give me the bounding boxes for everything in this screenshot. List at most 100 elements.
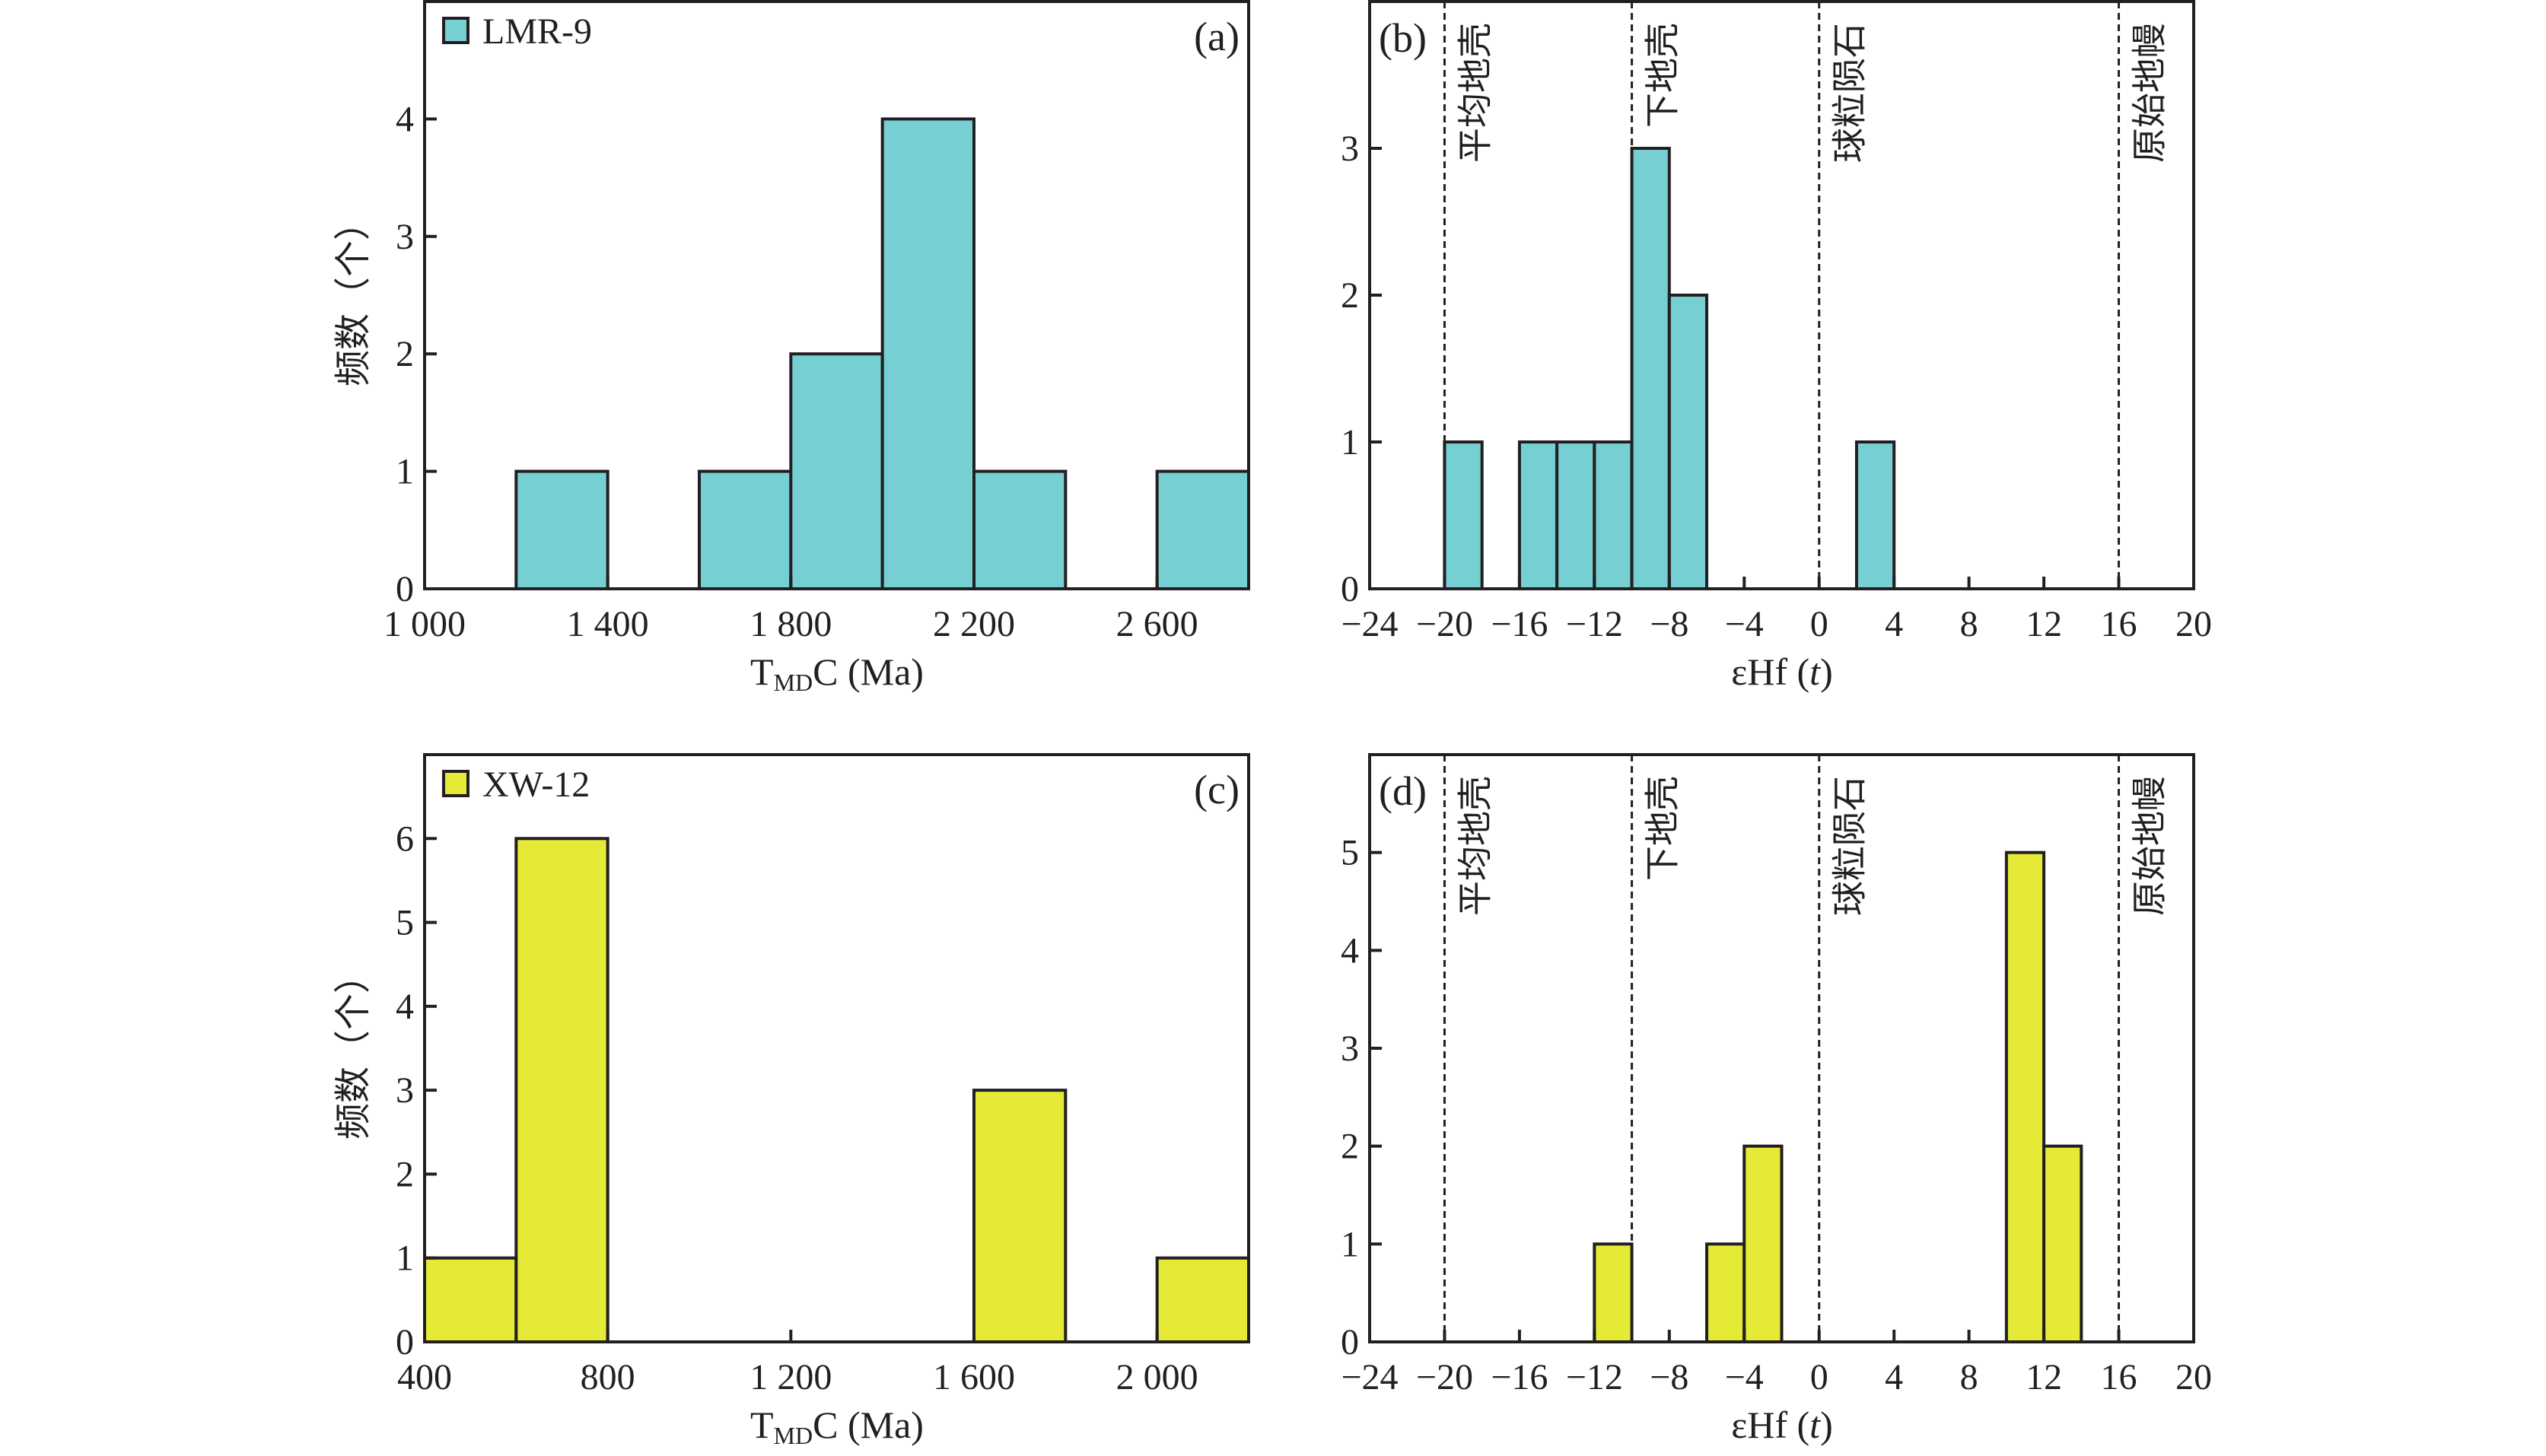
x-tick-label: 2 600 xyxy=(1116,604,1198,644)
histogram-bar xyxy=(1555,440,1596,590)
x-tick-label: 2 200 xyxy=(933,604,1015,644)
x-tick-label: −24 xyxy=(1341,1357,1398,1397)
plot-frame xyxy=(1368,753,2195,1343)
reference-line-label: 下地壳 xyxy=(1642,776,1683,881)
histogram-bar xyxy=(1742,1144,1784,1343)
ehf-title-main: εHf ( xyxy=(1731,650,1809,693)
x-tick-label: −8 xyxy=(1650,604,1688,644)
legend-label: XW-12 xyxy=(482,765,590,805)
x-tick-label: 8 xyxy=(1960,1357,1978,1397)
tmdc-title-sub: MD xyxy=(774,669,813,696)
y-tick-label: 5 xyxy=(396,903,414,943)
y-tick-label: 6 xyxy=(396,819,414,859)
histogram-bar xyxy=(972,1089,1068,1343)
y-tick-label: 2 xyxy=(396,334,414,374)
reference-line-label: 球粒陨石 xyxy=(1829,776,1870,916)
panel-c-x-axis-title: TMDC (Ma) xyxy=(750,1404,924,1449)
x-tick-label: 800 xyxy=(581,1357,635,1397)
histogram-bar xyxy=(514,837,609,1344)
legend: LMR-9 xyxy=(442,11,592,52)
x-tick-label: 4 xyxy=(1885,1357,1903,1397)
histogram-bar xyxy=(1443,440,1484,590)
panel-label: (b) xyxy=(1379,15,1427,61)
x-tick-label: 0 xyxy=(1810,1357,1828,1397)
x-tick-label: 16 xyxy=(2101,1357,2137,1397)
x-tick-label: −16 xyxy=(1491,604,1548,644)
y-tick-label: 4 xyxy=(1341,930,1359,971)
histogram-bar xyxy=(1155,469,1250,590)
panel-b: 平均地壳 下地壳 球粒陨石 原始地幔−24 −20 −16 −12 −8 −4 0 4 8 12 16 20… xyxy=(1341,0,2212,644)
x-tick-label: 1 400 xyxy=(567,604,649,644)
ehf-title-close: ) xyxy=(1820,1404,1833,1446)
x-tick-label: 1 200 xyxy=(749,1357,832,1397)
panel-b-x-axis-title: εHf (t) xyxy=(1731,650,1832,693)
panel-label: (c) xyxy=(1194,767,1240,812)
legend-label: LMR-9 xyxy=(482,11,592,52)
reference-line-label: 平均地壳 xyxy=(1454,776,1495,916)
reference-line-label: 平均地壳 xyxy=(1454,23,1495,163)
x-tick-label: 12 xyxy=(2026,604,2062,644)
reference-line-label: 原始地幔 xyxy=(2129,23,2170,163)
histogram-bar xyxy=(698,469,793,590)
y-tick-label: 4 xyxy=(396,987,414,1027)
x-tick-label: 8 xyxy=(1960,604,1978,644)
y-tick-label: 3 xyxy=(1341,1028,1359,1069)
histogram-bar xyxy=(972,469,1068,590)
tmdc-title-rest: C (Ma) xyxy=(813,650,924,693)
panel-a-y-axis-title: 频数（个） xyxy=(332,204,374,386)
y-tick-label: 4 xyxy=(396,99,414,139)
y-tick-label: 3 xyxy=(396,1070,414,1111)
panel-a-axis-titles: 频数（个） TMDC (Ma) xyxy=(332,204,924,696)
legend-swatch xyxy=(442,17,469,44)
histogram-bar xyxy=(1593,440,1634,590)
panel-b-axis-titles: εHf (t) xyxy=(1731,650,1832,693)
panel-d-x-axis-title: εHf (t) xyxy=(1731,1404,1832,1446)
panel-c: 400 800 1 200 1 600 2 000 0 1 2 3 4 5 6 (c) XW-12 xyxy=(396,753,1250,1397)
histogram-bar xyxy=(423,1256,518,1343)
ehf-title-main: εHf ( xyxy=(1731,1404,1809,1446)
ehf-title-italic: t xyxy=(1809,1404,1821,1446)
x-tick-label: 4 xyxy=(1885,604,1903,644)
x-tick-label: 1 800 xyxy=(749,604,832,644)
y-tick-label: 2 xyxy=(1341,275,1359,316)
legend: XW-12 xyxy=(442,765,590,805)
x-tick-label: −12 xyxy=(1566,1357,1623,1397)
histogram-bar xyxy=(1705,1242,1746,1344)
histogram-bar xyxy=(1854,440,1896,590)
x-tick-label: 1 000 xyxy=(383,604,466,644)
x-tick-label: −20 xyxy=(1416,604,1473,644)
legend-swatch xyxy=(442,770,469,797)
panel-d-axis-titles: εHf (t) xyxy=(1731,1404,1832,1446)
y-tick-label: 0 xyxy=(1341,569,1359,609)
plot-frame xyxy=(1368,0,2195,590)
x-tick-label: −20 xyxy=(1416,1357,1473,1397)
reference-line-label: 下地壳 xyxy=(1642,23,1683,128)
x-tick-label: 400 xyxy=(397,1357,452,1397)
y-tick-label: 1 xyxy=(1341,422,1359,463)
x-tick-label: 20 xyxy=(2175,604,2212,644)
histogram-bar xyxy=(2004,850,2046,1343)
histogram-bar xyxy=(2042,1144,2083,1343)
histogram-bar xyxy=(1517,440,1559,590)
panel-d: 平均地壳 下地壳 球粒陨石 原始地幔−24 −20 −16 −12 −8 −4 0 4 8 12 16 20… xyxy=(1341,753,2212,1397)
ehf-title-close: ) xyxy=(1820,650,1833,693)
tmdc-title-main: T xyxy=(750,650,774,693)
histogram-bar xyxy=(1593,1242,1634,1344)
ehf-title-italic: t xyxy=(1809,650,1821,693)
y-tick-label: 2 xyxy=(1341,1127,1359,1167)
y-tick-label: 1 xyxy=(1341,1224,1359,1264)
x-tick-label: 12 xyxy=(2026,1357,2062,1397)
reference-line-label: 球粒陨石 xyxy=(1829,23,1870,163)
x-tick-label: 2 000 xyxy=(1116,1357,1198,1397)
y-tick-label: 0 xyxy=(396,1322,414,1362)
x-tick-label: −16 xyxy=(1491,1357,1548,1397)
x-tick-label: 0 xyxy=(1810,604,1828,644)
y-tick-label: 3 xyxy=(396,217,414,257)
tmdc-title-sub: MD xyxy=(774,1422,813,1449)
panel-c-y-axis-title: 频数（个） xyxy=(332,957,374,1140)
panel-a: 1 000 1 400 1 800 2 200 2 600 0 1 2 3 4 (a) LMR-9 xyxy=(383,0,1250,644)
panel-label: (d) xyxy=(1379,768,1427,814)
y-tick-label: 5 xyxy=(1341,833,1359,873)
x-tick-label: −8 xyxy=(1650,1357,1688,1397)
